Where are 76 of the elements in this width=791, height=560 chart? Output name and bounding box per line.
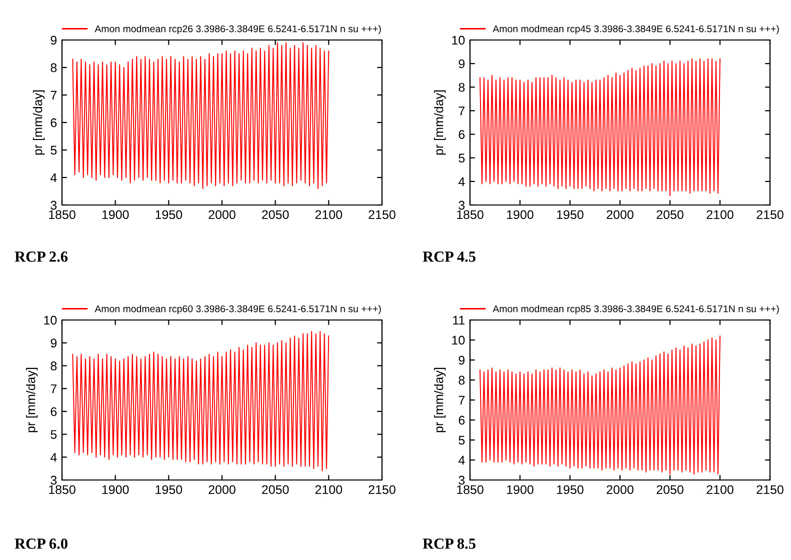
x-tick-label: 1950 [557, 485, 584, 494]
y-tick-label: 4 [458, 456, 465, 465]
y-tick-label: 7 [458, 396, 465, 405]
x-tick-label: 1850 [457, 210, 484, 220]
y-tick-label: 6 [458, 416, 465, 425]
x-tick-label: 1900 [507, 210, 534, 220]
text: RCP 6.0 [14, 538, 68, 549]
y-axis-title: pr [mm/day] [434, 90, 446, 155]
y-tick-label: 7 [50, 384, 57, 394]
x-tick-label: 2100 [706, 485, 734, 494]
x-tick-label: 1850 [49, 485, 76, 494]
x-tick-label: 2100 [706, 210, 734, 220]
y-tick-label: 9 [458, 59, 465, 68]
x-tick-label: 1950 [156, 485, 182, 494]
x-tick-label: 2150 [368, 485, 396, 494]
y-tick-label: 11 [453, 316, 465, 325]
y-tick-label: 6 [458, 130, 465, 139]
y-tick-label: 6 [50, 407, 57, 416]
line-series [480, 58, 720, 196]
y-tick-label: 3 [458, 200, 465, 210]
x-tick-label: 2050 [656, 210, 684, 220]
y-tick-label: 7 [50, 90, 57, 100]
y-tick-label: 9 [458, 356, 465, 365]
x-tick-label: 1900 [102, 210, 129, 220]
x-tick-label: 2150 [756, 485, 784, 494]
y-tick-label: 7 [458, 106, 465, 116]
y-tick-label: 3 [50, 476, 57, 485]
y-tick-label: 8 [458, 376, 465, 385]
x-tick-label: 2050 [262, 485, 289, 494]
y-tick-label: 9 [50, 338, 57, 348]
x-tick-label: 1850 [457, 485, 484, 494]
y-axis-title: pr [mm/day] [32, 90, 45, 155]
x-tick-label: 1900 [507, 485, 534, 494]
text: RCP 2.6 [14, 252, 68, 262]
y-tick-label: 4 [458, 177, 465, 186]
y-tick-label: 6 [50, 118, 57, 128]
line-series [480, 336, 720, 474]
text: RCP 8.5 [422, 538, 476, 549]
text: Amon modmean rcp45 3.3986-3.3849E 6.5241-6.5171N n su +++) [492, 25, 779, 34]
y-tick-label: 10 [44, 316, 57, 325]
x-tick-label: 2150 [368, 210, 396, 220]
x-tick-label: 2000 [208, 485, 236, 494]
x-tick-label: 2000 [208, 210, 236, 220]
y-tick-label: 5 [50, 430, 57, 439]
x-tick-label: 1850 [49, 210, 76, 220]
y-tick-label: 9 [50, 36, 57, 45]
y-tick-label: 10 [452, 36, 465, 45]
y-tick-label: 5 [50, 146, 57, 155]
line-series [72, 42, 330, 189]
y-tick-label: 4 [50, 173, 57, 182]
text: Amon modmean rcp60 3.3986-3.3849E 6.5241-6.5171N n su +++) [94, 305, 381, 314]
x-tick-label: 2050 [262, 210, 289, 220]
y-tick-label: 4 [50, 453, 57, 462]
y-tick-label: 3 [50, 200, 57, 210]
y-tick-label: 3 [458, 476, 465, 485]
y-tick-label: 5 [458, 436, 465, 445]
y-axis-title: pr [mm/day] [26, 368, 38, 432]
x-tick-label: 2050 [656, 485, 684, 494]
x-tick-label: 2150 [756, 210, 784, 220]
y-tick-label: 8 [50, 63, 57, 72]
text: Amon modmean rcp26 3.3986-3.3849E 6.5241-6.5171N n su +++) [94, 25, 381, 34]
x-tick-label: 1950 [557, 210, 584, 220]
x-tick-label: 2000 [606, 210, 634, 220]
y-tick-label: 10 [452, 336, 465, 345]
y-axis-title: pr [mm/day] [434, 368, 446, 432]
y-tick-label: 8 [458, 82, 465, 92]
x-tick-label: 2100 [315, 485, 342, 494]
text: RCP 4.5 [422, 252, 476, 262]
x-tick-label: 2100 [315, 210, 342, 220]
y-tick-label: 5 [458, 154, 465, 163]
line-series [72, 330, 330, 472]
x-tick-label: 1900 [102, 485, 129, 494]
y-tick-label: 8 [50, 362, 57, 370]
x-tick-label: 2000 [606, 485, 634, 494]
x-tick-label: 1950 [156, 210, 182, 220]
text: Amon modmean rcp85 3.3986-3.3849E 6.5241-6.5171N n su +++) [492, 305, 779, 314]
